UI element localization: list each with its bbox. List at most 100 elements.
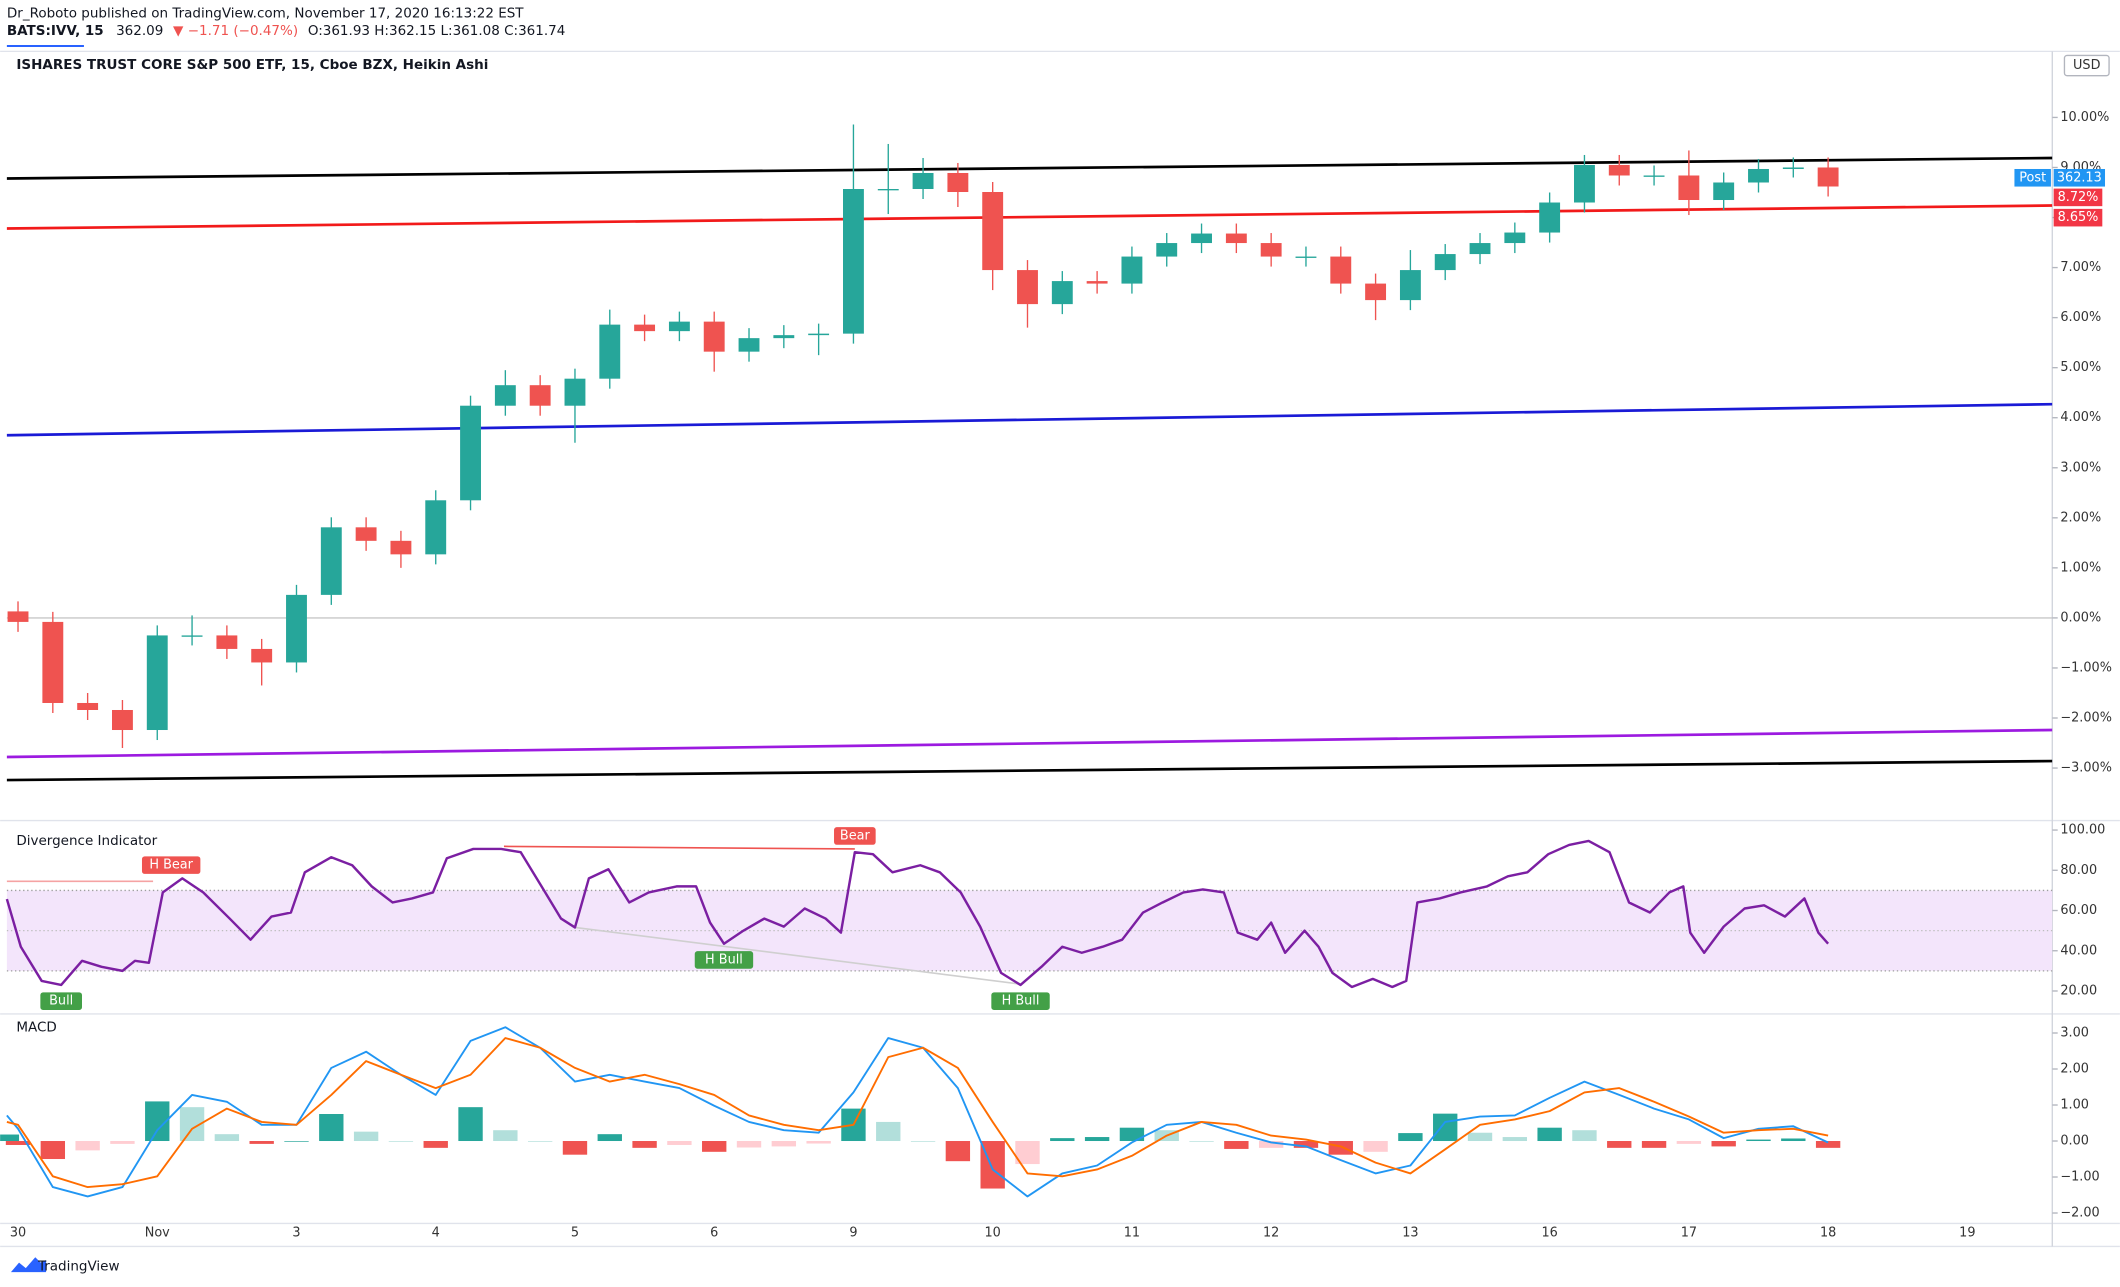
divergence-title: Divergence Indicator: [16, 833, 157, 849]
trend-line: [6, 402, 2053, 437]
histogram-bar: [562, 1141, 588, 1155]
candle-body: [1608, 164, 1630, 176]
candle-body: [146, 635, 168, 731]
histogram-bar: [1711, 1141, 1736, 1147]
annotation-label: H Bear: [149, 858, 193, 873]
y-tick-label: −1.00%: [2060, 660, 2112, 675]
candle-body: [668, 321, 690, 332]
indicator-line: [5, 839, 1830, 989]
candle-body: [703, 321, 725, 352]
histogram-bar: [249, 1141, 274, 1144]
x-tick-label: 6: [710, 1225, 718, 1240]
trend-line: [6, 156, 2053, 180]
histogram-bar: [1293, 1141, 1319, 1148]
histogram-bar: [0, 1134, 20, 1142]
annotation-box: [694, 951, 754, 969]
y-tick-label: −3.00%: [2060, 761, 2112, 776]
x-tick-label: 5: [571, 1225, 579, 1240]
candle-body: [1678, 175, 1700, 201]
macd-title: MACD: [16, 1019, 56, 1035]
macd-panel: [0, 1026, 1841, 1198]
y-tick-label: 3.00%: [2060, 460, 2101, 475]
annotation-box: [834, 827, 876, 845]
histogram-bar: [1676, 1141, 1702, 1144]
currency[interactable]: USD: [2073, 58, 2101, 73]
candle-body: [877, 189, 899, 191]
candle-body: [1330, 256, 1352, 284]
histogram-bar: [1084, 1137, 1110, 1142]
x-tick-label: 12: [1263, 1225, 1279, 1240]
histogram-bar: [1433, 1113, 1458, 1142]
candle-body: [7, 611, 29, 622]
y-tick-label: 60.00: [2060, 903, 2097, 918]
y-tick-label: 6.00%: [2060, 310, 2101, 325]
candle-body: [1574, 164, 1595, 203]
histogram-bar: [702, 1141, 727, 1152]
histogram-bar: [1746, 1139, 1771, 1142]
currency-box[interactable]: [2063, 54, 2110, 77]
main-title: ISHARES TRUST CORE S&P 500 ETF, 15, Cboe…: [16, 57, 488, 73]
candle-body: [599, 324, 621, 379]
candle-body: [1748, 168, 1769, 183]
candle-body: [912, 172, 934, 190]
annotation-box: [40, 992, 82, 1010]
candle-body: [1365, 283, 1387, 301]
candle-body: [286, 594, 307, 663]
histogram-bar: [1258, 1141, 1284, 1148]
price: 362.09: [116, 23, 163, 39]
candle-body: [1225, 233, 1247, 244]
candle-body: [355, 527, 377, 541]
x-tick-label: 13: [1402, 1225, 1418, 1240]
histogram-bar: [1050, 1138, 1075, 1142]
candle-body: [460, 405, 481, 501]
x-tick-label: 16: [1541, 1225, 1557, 1240]
histogram-bar: [945, 1141, 971, 1162]
y-tick-label: 7.00%: [2060, 260, 2101, 275]
candle-body: [1434, 254, 1456, 271]
candle-body: [982, 192, 1004, 271]
x-tick-label: 19: [1959, 1225, 1975, 1240]
price-tag: [2053, 208, 2103, 227]
histogram-bar: [632, 1141, 657, 1148]
y-tick-label: 80.00: [2060, 863, 2097, 878]
candle-body: [251, 648, 273, 663]
histogram-bar: [1781, 1138, 1806, 1142]
y-tick-label: 20.00: [2060, 983, 2097, 998]
candle-body: [1399, 270, 1421, 301]
candle-body: [564, 378, 586, 406]
divergence-line: [574, 926, 1021, 985]
candle-body: [947, 172, 969, 193]
histogram-bar: [423, 1141, 448, 1148]
histogram-bar: [319, 1114, 344, 1142]
histogram-bar: [806, 1141, 831, 1144]
candle-body: [738, 338, 760, 352]
candle-body: [773, 335, 795, 339]
y-tick-label: 40.00: [2060, 943, 2097, 958]
symbol-line: BATS:IVV, 15 362.09 ▼ −1.71 (−0.47%) O:3…: [7, 23, 565, 39]
candle-body: [1086, 281, 1108, 284]
candle-body: [77, 702, 99, 710]
histogram-bar: [110, 1141, 135, 1144]
candle-body: [634, 324, 656, 332]
candle-body: [1295, 256, 1317, 258]
x-tick-label: Nov: [145, 1225, 170, 1240]
histogram-bar: [1119, 1127, 1145, 1142]
histogram-bar: [1224, 1141, 1249, 1149]
y-tick-label: 5.00%: [2060, 360, 2101, 375]
histogram-bar: [876, 1121, 901, 1142]
y-tick-label: −2.00: [2060, 1206, 2099, 1221]
histogram-bar: [771, 1141, 797, 1147]
y-tick-label: 0.00: [2060, 1134, 2089, 1149]
axes: −3.00% −2.00% −1.00% 0.00% 1.00% 2.00% 3.00% 4.…: [10, 110, 2112, 1240]
histogram-bar: [1502, 1137, 1528, 1142]
histogram-bar: [1398, 1133, 1423, 1142]
x-tick-label: 4: [432, 1225, 440, 1240]
x-tick-label: 9: [849, 1225, 857, 1240]
candle-body: [181, 635, 203, 637]
histogram-bar: [1467, 1132, 1493, 1142]
annotation-label: Bull: [49, 994, 73, 1009]
histogram-bar: [667, 1141, 692, 1145]
brand-logo: [10, 1257, 47, 1273]
